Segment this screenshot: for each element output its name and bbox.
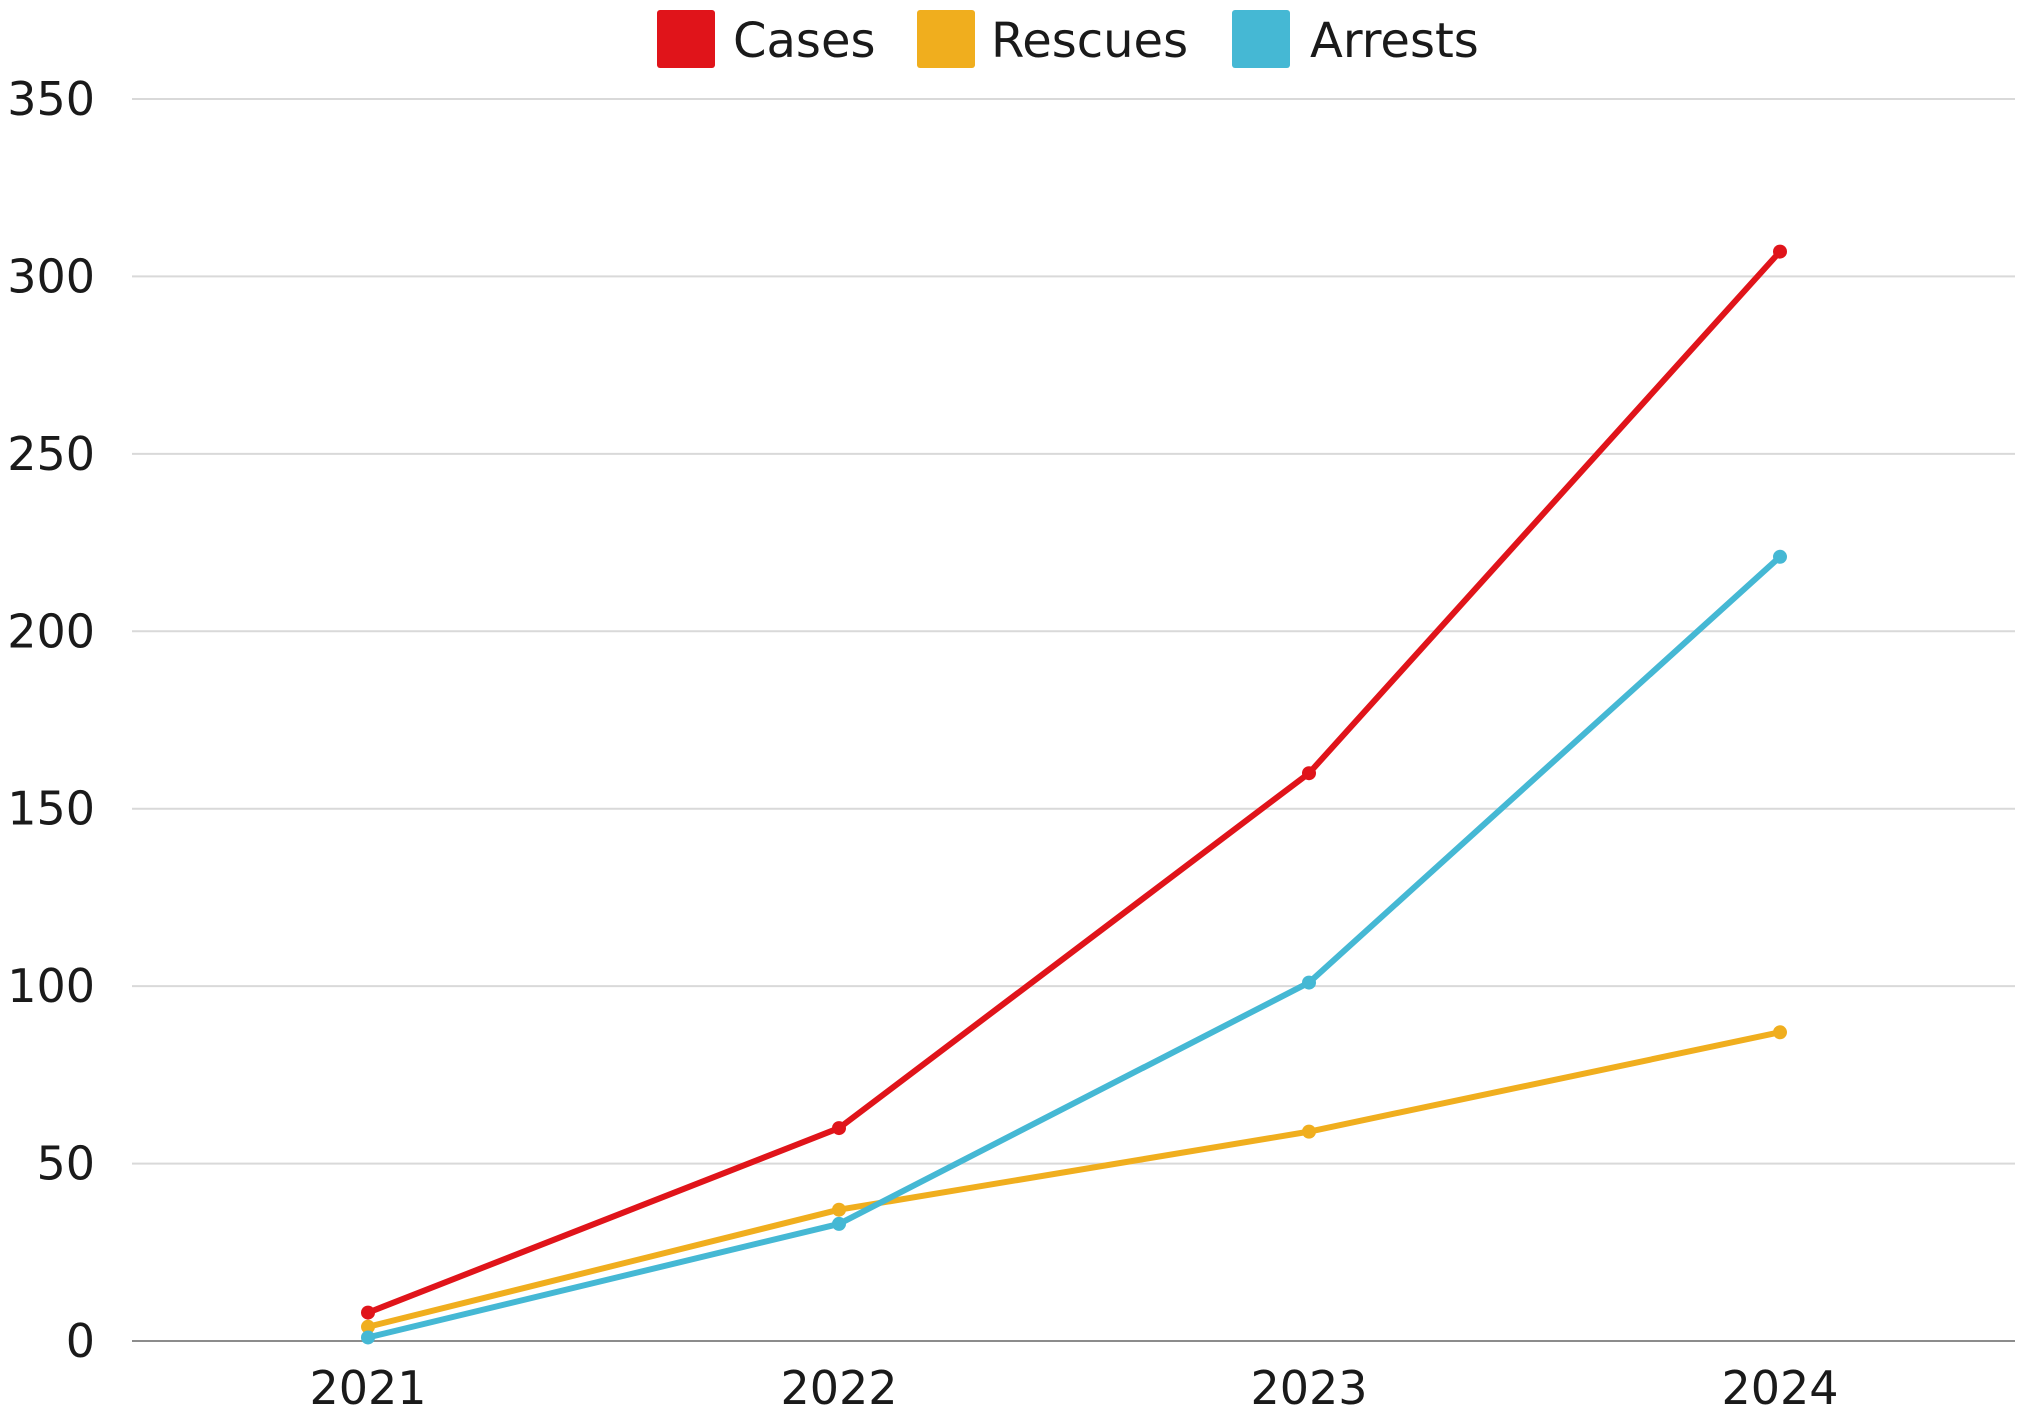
x-tick-label: 2021 — [309, 1361, 426, 1415]
y-tick-label: 300 — [7, 249, 95, 303]
series-rescues — [361, 1025, 1787, 1334]
legend-label: Arrests — [1310, 13, 1479, 69]
y-tick-label: 150 — [7, 782, 95, 836]
data-point-arrests-2021 — [361, 1330, 375, 1345]
y-tick-label: 250 — [7, 427, 95, 481]
y-tick-label: 50 — [36, 1137, 95, 1191]
y-tick-label: 100 — [7, 959, 95, 1013]
data-point-rescues-2022 — [832, 1202, 846, 1217]
legend-label: Cases — [733, 13, 875, 69]
series-lines — [361, 244, 1787, 1345]
data-point-arrests-2024 — [1773, 549, 1787, 564]
x-tick-label: 2022 — [780, 1361, 897, 1415]
data-point-rescues-2023 — [1302, 1124, 1316, 1139]
y-tick-label: 200 — [7, 604, 95, 658]
x-tick-label: 2023 — [1250, 1361, 1367, 1415]
series-arrests — [361, 549, 1787, 1345]
data-point-cases-2023 — [1302, 766, 1316, 781]
legend-item-rescues: Rescues — [917, 10, 1188, 69]
gridlines — [132, 98, 2015, 1165]
data-point-arrests-2023 — [1302, 975, 1316, 990]
series-line-arrests — [365, 553, 1783, 1341]
series-line-cases — [365, 248, 1783, 1316]
data-point-cases-2021 — [361, 1305, 375, 1320]
legend-swatch — [917, 10, 975, 68]
legend-item-cases: Cases — [657, 10, 875, 69]
series-cases — [361, 244, 1787, 1320]
legend-label: Rescues — [991, 13, 1188, 69]
axes: 0 50 100 150 200 250 300 350 2021 2022 2023 2024 — [7, 72, 2015, 1415]
y-tick-label: 0 — [66, 1314, 95, 1368]
x-tick-label: 2024 — [1721, 1361, 1838, 1415]
data-point-rescues-2024 — [1773, 1025, 1787, 1040]
data-point-rescues-2021 — [361, 1319, 375, 1334]
data-point-arrests-2022 — [832, 1216, 846, 1231]
y-tick-label: 350 — [7, 72, 95, 126]
series-line-rescues — [365, 1029, 1783, 1330]
legend-swatch — [657, 10, 715, 68]
data-point-cases-2024 — [1773, 244, 1787, 259]
data-point-cases-2022 — [832, 1121, 846, 1136]
legend-item-arrests: Arrests — [1232, 10, 1479, 69]
legend-swatch — [1232, 10, 1290, 68]
legend: Cases Rescues Arrests — [657, 10, 1479, 69]
